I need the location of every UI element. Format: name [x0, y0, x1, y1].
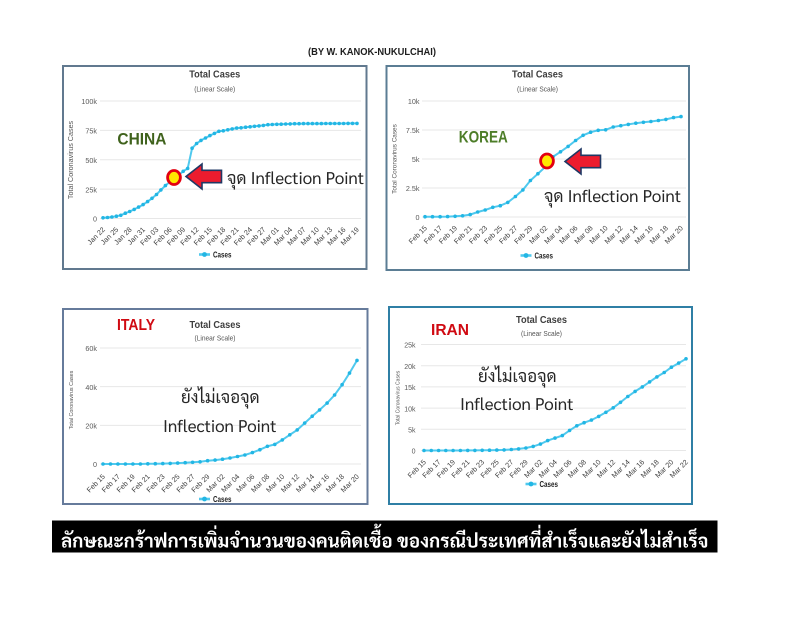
svg-text:Cases: Cases — [213, 494, 232, 504]
svg-text:(BY W. KANOK-NUKULCHAI): (BY W. KANOK-NUKULCHAI) — [308, 47, 436, 58]
svg-text:15k: 15k — [404, 385, 416, 392]
svg-text:Cases: Cases — [535, 251, 554, 261]
svg-text:60k: 60k — [85, 344, 97, 353]
svg-text:0: 0 — [93, 460, 97, 469]
svg-text:Total Coronavirus Cases: Total Coronavirus Cases — [392, 124, 399, 194]
svg-text:10k: 10k — [404, 406, 416, 413]
svg-text:100k: 100k — [81, 97, 97, 106]
svg-text:75k: 75k — [85, 127, 97, 136]
svg-text:(Linear Scale): (Linear Scale) — [194, 85, 235, 94]
svg-text:Total Cases: Total Cases — [512, 70, 563, 81]
svg-text:5k: 5k — [408, 428, 416, 435]
svg-text:(Linear Scale): (Linear Scale) — [195, 334, 236, 343]
svg-text:(Linear Scale): (Linear Scale) — [521, 329, 562, 338]
svg-text:7.5k: 7.5k — [406, 126, 420, 135]
svg-text:2.5k: 2.5k — [406, 184, 420, 193]
svg-text:20k: 20k — [85, 422, 97, 431]
svg-text:Total Cases: Total Cases — [190, 320, 241, 331]
svg-text:ITALY: ITALY — [117, 317, 155, 334]
svg-text:Cases: Cases — [213, 250, 232, 260]
svg-text:IRAN: IRAN — [431, 322, 469, 339]
svg-text:Total Coronavirus Cases: Total Coronavirus Cases — [396, 370, 402, 425]
svg-text:CHINA: CHINA — [117, 130, 166, 149]
svg-text:10k: 10k — [408, 97, 420, 106]
svg-text:Total Cases: Total Cases — [189, 70, 240, 81]
svg-text:25k: 25k — [85, 185, 97, 194]
svg-text:25k: 25k — [404, 343, 416, 350]
svg-text:50k: 50k — [85, 156, 97, 165]
svg-text:Cases: Cases — [540, 480, 559, 489]
svg-text:0: 0 — [93, 215, 97, 224]
svg-text:0: 0 — [412, 449, 416, 456]
svg-text:40k: 40k — [85, 383, 97, 392]
svg-text:KOREA: KOREA — [459, 129, 508, 147]
svg-text:5k: 5k — [412, 155, 420, 164]
svg-text:20k: 20k — [404, 364, 416, 371]
svg-text:Total Coronavirus Cases: Total Coronavirus Cases — [69, 370, 75, 429]
svg-text:Total Cases: Total Cases — [516, 315, 567, 326]
svg-text:0: 0 — [416, 213, 420, 222]
svg-text:(Linear Scale): (Linear Scale) — [517, 85, 558, 94]
svg-text:Total Coronavirus Cases: Total Coronavirus Cases — [66, 120, 75, 199]
